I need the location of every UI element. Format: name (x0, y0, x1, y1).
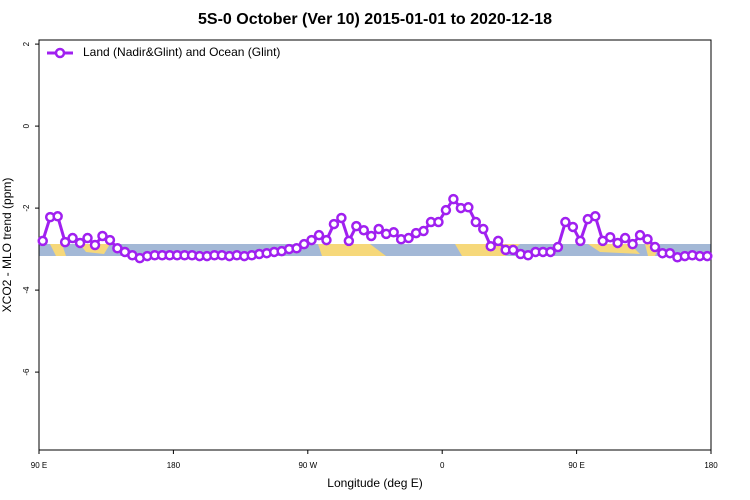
series-point (507, 244, 519, 256)
y-tick-label: -4 (22, 286, 31, 294)
x-tick-label: 180 (704, 461, 718, 470)
series-point (388, 227, 399, 238)
y-axis-label: XCO2 - MLO trend (ppm) (0, 178, 14, 313)
series-point (306, 234, 317, 246)
series-point (590, 211, 601, 222)
series-point (560, 216, 571, 228)
series-point (485, 240, 496, 252)
series-point (67, 232, 78, 244)
y-tick-label: -2 (22, 204, 31, 212)
series-point (463, 202, 474, 213)
series-point (59, 236, 71, 248)
x-tick-label: 0 (440, 461, 445, 470)
series-point (343, 235, 355, 247)
series-point (634, 229, 646, 241)
series-point (351, 220, 362, 232)
series-point (358, 224, 370, 236)
chart-title: 5S-0 October (Ver 10) 2015-01-01 to 2020… (198, 11, 552, 28)
series-point (366, 230, 377, 242)
series-point (649, 241, 661, 253)
y-tick-label: 2 (22, 41, 31, 46)
legend-marker (54, 47, 66, 59)
series-point (545, 246, 556, 258)
series-point (336, 212, 347, 224)
series-point (440, 204, 452, 216)
legend-label: Land (Nadir&Glint) and Ocean (Glint) (83, 45, 280, 59)
series-point (74, 237, 86, 249)
series-point (418, 225, 429, 237)
series-point (321, 234, 332, 246)
series-point (291, 243, 302, 254)
series-point (567, 221, 579, 233)
series-point (328, 218, 340, 230)
series-point (470, 216, 482, 228)
y-tick-label: -6 (22, 368, 31, 376)
series-point (702, 250, 713, 262)
y-tick-label: 0 (22, 123, 31, 128)
series-point (552, 241, 564, 253)
series-point (492, 235, 504, 247)
series-point (478, 223, 489, 235)
series-point (52, 211, 63, 222)
series-point (448, 193, 459, 205)
series-point (612, 237, 623, 249)
x-tick-label: 90 E (568, 461, 584, 470)
series-point (642, 234, 653, 245)
series-point (82, 232, 93, 244)
series-point (373, 223, 384, 235)
series-point (403, 232, 414, 244)
series-point (104, 234, 116, 246)
series-point (97, 230, 108, 242)
series-point (298, 238, 310, 250)
series-point (313, 229, 325, 241)
series-point (627, 238, 638, 250)
series-point (89, 239, 101, 251)
series-point (619, 232, 631, 244)
series-point (575, 235, 586, 247)
x-axis-label: Longitude (deg E) (327, 476, 422, 490)
x-tick-label: 90 E (31, 461, 47, 470)
x-tick-label: 180 (167, 461, 181, 470)
series-point (37, 235, 48, 247)
plot-frame (38, 39, 712, 451)
series-point (664, 247, 676, 259)
x-tick-label: 90 W (298, 461, 317, 470)
series-point (604, 231, 616, 243)
series-point (433, 216, 444, 228)
